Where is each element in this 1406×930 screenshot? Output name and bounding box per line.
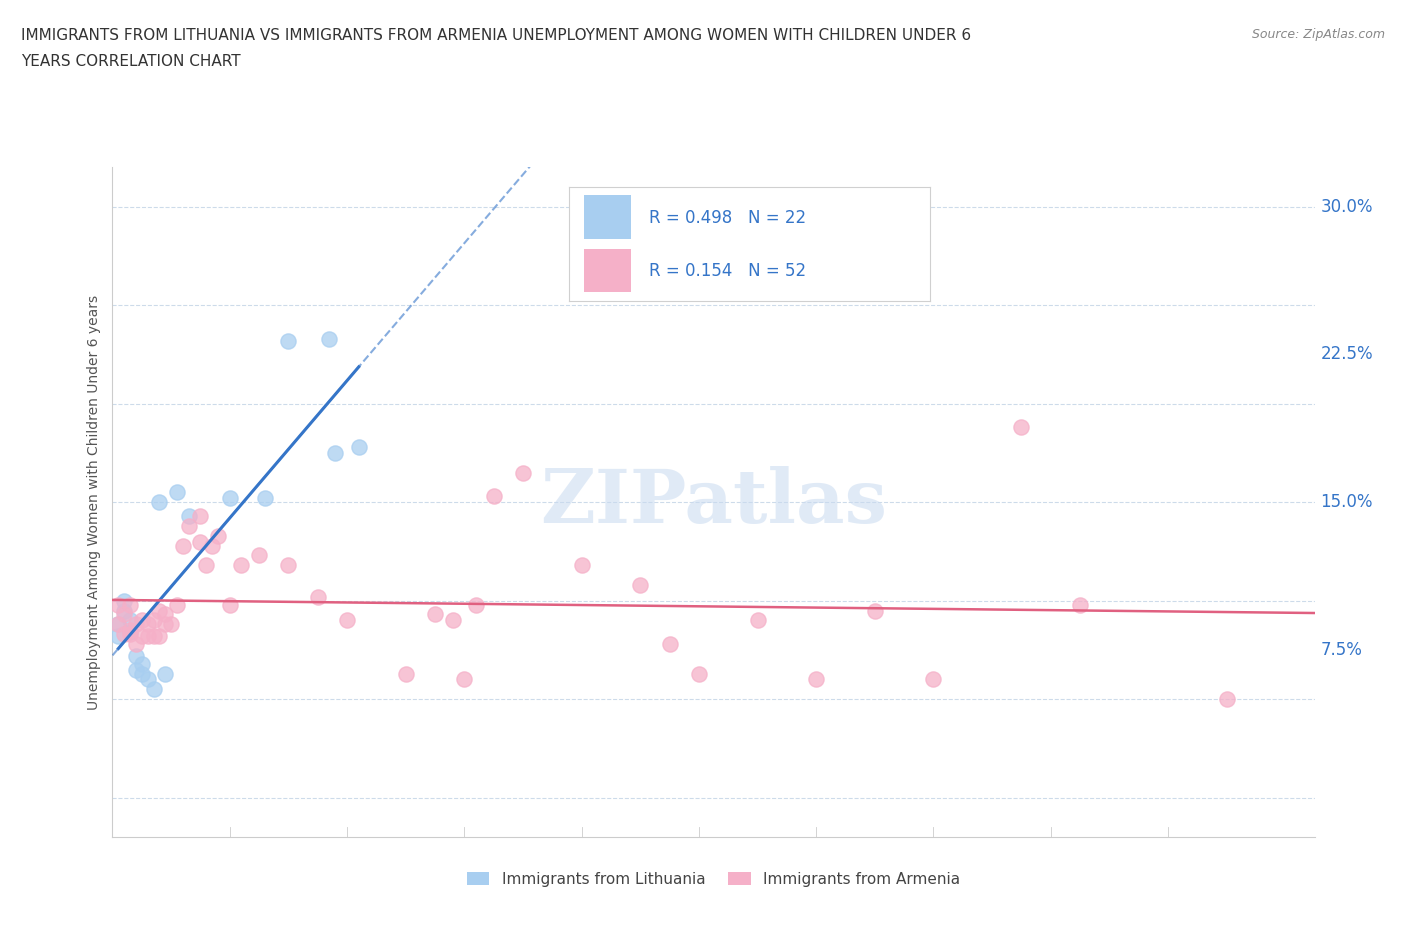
Point (155, 607, 177, 622)
Point (628, 578, 651, 592)
Point (336, 613, 359, 628)
Point (512, 465, 534, 480)
Point (148, 495, 170, 510)
Point (166, 597, 188, 612)
Point (218, 597, 240, 612)
Point (1215, 692, 1237, 707)
Point (107, 629, 129, 644)
Point (131, 629, 153, 644)
Point (307, 590, 329, 604)
Point (441, 613, 464, 628)
Text: Source: ZipAtlas.com: Source: ZipAtlas.com (1251, 28, 1385, 41)
Point (125, 636, 148, 651)
Text: ZIPatlas: ZIPatlas (540, 466, 887, 538)
Text: YEARS CORRELATION CHART: YEARS CORRELATION CHART (21, 54, 240, 69)
Point (1069, 597, 1091, 612)
Point (347, 440, 370, 455)
Text: 22.5%: 22.5% (1320, 345, 1374, 364)
Text: R = 0.498   N = 22: R = 0.498 N = 22 (648, 209, 806, 227)
Point (136, 629, 159, 644)
Point (107, 617, 129, 631)
Point (148, 629, 170, 644)
Point (155, 617, 177, 631)
Point (107, 617, 129, 631)
Point (120, 623, 142, 638)
Point (658, 636, 681, 651)
Point (318, 331, 340, 346)
Point (131, 657, 153, 671)
Point (190, 534, 212, 549)
Point (112, 607, 135, 622)
Legend: Immigrants from Lithuania, Immigrants from Armenia: Immigrants from Lithuania, Immigrants fr… (460, 866, 967, 893)
Point (177, 518, 200, 533)
Bar (583, 249, 631, 292)
Point (125, 617, 148, 631)
Point (465, 597, 488, 612)
Point (172, 538, 194, 553)
Point (142, 629, 165, 644)
Point (218, 491, 240, 506)
Point (142, 682, 165, 697)
Point (112, 593, 135, 608)
Text: 7.5%: 7.5% (1320, 641, 1362, 659)
Point (747, 613, 769, 628)
Point (863, 603, 886, 618)
Point (804, 672, 827, 687)
Point (112, 603, 135, 618)
Point (148, 603, 170, 618)
Point (160, 617, 183, 631)
Point (190, 509, 212, 524)
Point (571, 558, 593, 573)
Point (922, 672, 945, 687)
Point (125, 648, 148, 663)
Point (131, 666, 153, 681)
Point (253, 491, 276, 506)
Point (120, 625, 142, 640)
Point (247, 548, 270, 563)
Text: R = 0.154   N = 52: R = 0.154 N = 52 (648, 261, 806, 280)
Bar (583, 195, 631, 239)
Point (453, 672, 475, 687)
Point (136, 617, 159, 631)
Y-axis label: Unemployment Among Women with Children Under 6 years: Unemployment Among Women with Children U… (87, 295, 101, 710)
Point (207, 528, 229, 543)
Point (120, 597, 142, 612)
Point (201, 538, 224, 553)
Point (125, 662, 148, 677)
Point (423, 607, 446, 622)
Point (142, 613, 165, 628)
Text: IMMIGRANTS FROM LITHUANIA VS IMMIGRANTS FROM ARMENIA UNEMPLOYMENT AMONG WOMEN WI: IMMIGRANTS FROM LITHUANIA VS IMMIGRANTS … (21, 28, 972, 43)
Point (166, 485, 188, 499)
Point (688, 666, 710, 681)
Point (482, 489, 505, 504)
Point (395, 666, 418, 681)
Point (1010, 420, 1032, 435)
Point (231, 558, 253, 573)
Text: 30.0%: 30.0% (1320, 198, 1374, 216)
Point (107, 597, 129, 612)
Point (277, 558, 299, 573)
Point (136, 672, 159, 687)
Point (195, 558, 218, 573)
Point (155, 666, 177, 681)
Point (120, 613, 142, 628)
Point (323, 445, 346, 460)
Point (120, 627, 142, 642)
Point (277, 333, 299, 348)
Text: 15.0%: 15.0% (1320, 493, 1374, 512)
Point (177, 509, 200, 524)
Point (131, 613, 153, 628)
Point (112, 627, 135, 642)
